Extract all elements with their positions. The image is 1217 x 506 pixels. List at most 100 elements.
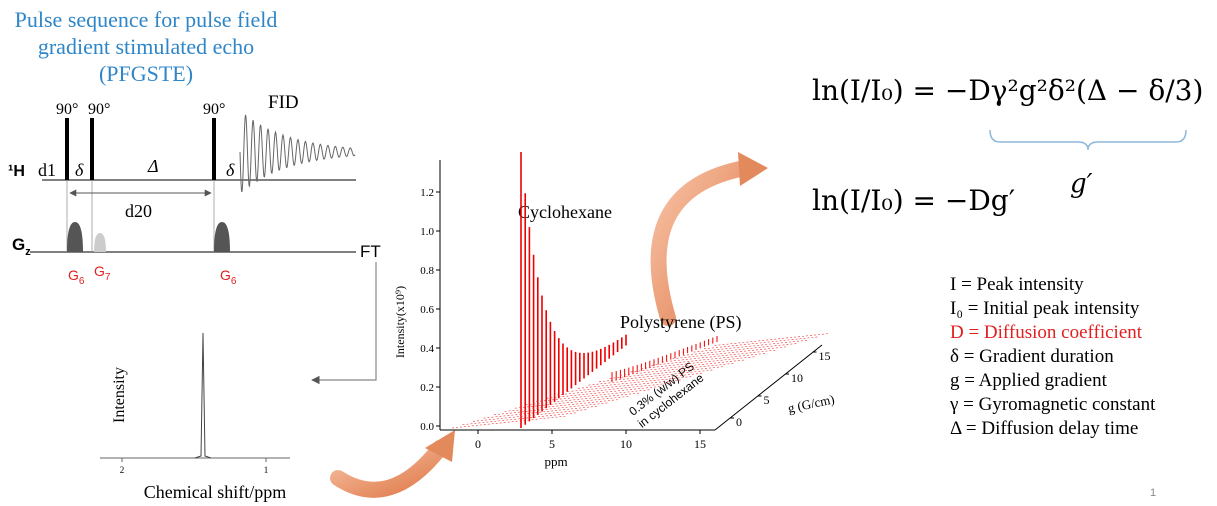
ft-label: FT: [360, 242, 381, 261]
y-tick-label: 0.6: [420, 304, 434, 316]
pulse-label: 90°: [88, 101, 110, 118]
g-tick-label: 5: [764, 393, 770, 407]
gradient-label: G6: [68, 267, 85, 287]
ft-arrow: [311, 262, 377, 385]
definition: δ = Gradient duration: [950, 346, 1114, 367]
g-sub: 6: [231, 276, 237, 287]
gradient-label: G6: [220, 267, 237, 287]
baseline-trace: [682, 343, 799, 356]
g-tick-label: 0: [736, 415, 742, 429]
y-tick-label: 0.8: [420, 265, 434, 277]
x-label: Chemical shift/ppm: [144, 482, 286, 502]
g-tick-label: 15: [819, 349, 831, 363]
equation: ln(I/I₀) = −Dg′: [812, 184, 1015, 217]
y-tick-label: 0.2: [420, 382, 434, 394]
baseline-trace: [462, 412, 578, 425]
gz-base: G: [12, 235, 25, 254]
y-tick-label: 0.0: [420, 421, 434, 433]
baseline-trace: [535, 389, 652, 402]
g-axis: [714, 344, 823, 431]
gradient-label: G7: [94, 263, 111, 283]
gradient-labels: G6 G7 G6: [68, 263, 237, 287]
definitions: I = Peak intensity I₀ = Initial peak int…: [949, 274, 1156, 439]
d1-label: d1: [38, 160, 56, 180]
g-sub: 7: [105, 272, 111, 283]
baseline-trace: [609, 366, 725, 379]
baseline-trace: [693, 339, 809, 353]
title-line: (PFGSTE): [99, 61, 193, 86]
arrowhead: [425, 430, 455, 462]
baseline-trace: [493, 402, 610, 416]
g-label: g (G/cm): [786, 391, 835, 416]
baseline-trace: [556, 382, 673, 396]
baseline-trace: [661, 349, 778, 363]
x-label: ppm: [544, 454, 567, 469]
g-base: G: [68, 267, 79, 283]
gradient-lobe: [214, 222, 230, 252]
baseline-trace: [504, 399, 620, 412]
peak-label: Cyclohexane: [518, 202, 612, 222]
baseline-trace: [483, 405, 599, 419]
y-tick-label: 1.0: [420, 226, 434, 238]
pulse-label: 90°: [56, 101, 78, 118]
baseline-trace: [714, 333, 830, 346]
g-base: G: [220, 267, 231, 283]
x-tick-label: 15: [694, 437, 706, 451]
baseline-trace: [451, 415, 568, 429]
definition: Δ = Diffusion delay time: [950, 418, 1138, 439]
definition: D = Diffusion coefficient: [950, 322, 1143, 343]
brace: [989, 129, 1187, 151]
pulse: [65, 118, 69, 180]
y-label: Intensity(x10⁹): [393, 286, 407, 358]
pulse: [90, 118, 94, 180]
baseline-trace: [630, 359, 746, 373]
gradient-lobe: [94, 233, 106, 252]
gradient-lobe: [67, 222, 83, 252]
baseline-trace: [472, 409, 589, 422]
equation: ln(I/I₀) = −Dγ²g²δ²(Δ − δ/3): [812, 74, 1203, 107]
g-tick-label: 10: [791, 371, 803, 385]
baseline-trace: [588, 372, 704, 386]
x-tick-label: 1: [264, 465, 269, 475]
delta-label: δ: [226, 160, 235, 180]
arrowhead: [738, 152, 768, 186]
baseline-trace: [651, 353, 767, 366]
gz-sub: z: [25, 246, 31, 258]
definition: I₀ = Initial peak intensity: [950, 298, 1140, 319]
y-label: Intensity: [111, 367, 128, 423]
y-tick-label: 1.2: [420, 187, 434, 199]
spectrum-3d: Intensity(x10⁹) ppm g (G/cm) Cyclohexane…: [393, 152, 836, 469]
baseline-trace: [546, 386, 662, 399]
fid-signal: [239, 114, 356, 193]
baseline-trace: [598, 369, 715, 383]
g-sub: 6: [79, 276, 85, 287]
x-tick-label: 10: [620, 437, 632, 451]
pulse-sequence: 90° 90° 90° FID ¹H d1 δ Δ δ d20 Gz G6 G7…: [8, 92, 381, 385]
title-line: Pulse sequence for pulse field: [15, 7, 278, 32]
definition: g = Applied gradient: [950, 370, 1108, 391]
baseline-trace: [619, 362, 736, 376]
baseline-trace: [640, 356, 757, 369]
nucleus-label: ¹H: [8, 163, 25, 180]
baseline-trace: [672, 346, 788, 359]
x-tick-label: 5: [549, 437, 555, 451]
definition: I = Peak intensity: [950, 274, 1084, 295]
y-tick-label: 0.4: [420, 343, 434, 355]
delta-label: δ: [75, 160, 84, 180]
baseline-trace: [577, 376, 694, 389]
pulse-label: 90°: [203, 101, 225, 118]
baseline-trace: [567, 379, 683, 392]
x-tick-label: 0: [475, 437, 481, 451]
d20-label: d20: [125, 201, 152, 221]
g-base: G: [94, 263, 105, 279]
fid-label: FID: [268, 92, 299, 113]
page-number: 1: [1150, 487, 1156, 499]
pulse-labels: 90° 90° 90°: [56, 101, 225, 118]
baseline-trace: [514, 395, 631, 409]
g-prime: g′: [1070, 169, 1093, 199]
equations: ln(I/I₀) = −Dγ²g²δ²(Δ − δ/3) g′ ln(I/I₀)…: [812, 74, 1203, 217]
curved-arrow: [330, 440, 448, 498]
spectrum-1d: 2 1 Intensity Chemical shift/ppm: [100, 332, 290, 502]
